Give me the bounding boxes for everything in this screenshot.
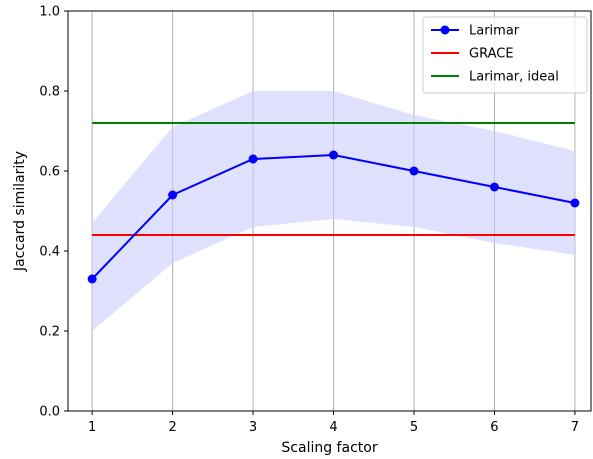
legend: Larimar GRACE Larimar, ideal bbox=[422, 16, 588, 94]
legend-box bbox=[422, 16, 588, 94]
x-tick-label: 4 bbox=[329, 420, 337, 435]
y-tick-label: 0.8 bbox=[39, 85, 60, 100]
y-tick-label: 0.2 bbox=[39, 325, 60, 340]
x-axis-label: Scaling factor bbox=[281, 440, 377, 456]
legend-marker bbox=[440, 25, 450, 35]
x-axis-ticks: 1 2 3 4 5 6 7 bbox=[88, 411, 579, 435]
series-marker bbox=[489, 182, 499, 192]
y-axis-label: Jaccard similarity bbox=[12, 151, 28, 272]
series-marker bbox=[168, 190, 178, 200]
series-marker bbox=[409, 166, 419, 176]
confidence-band bbox=[92, 91, 575, 331]
x-tick-label: 1 bbox=[88, 420, 96, 435]
series-marker bbox=[248, 154, 258, 164]
series-marker bbox=[87, 274, 97, 284]
y-tick-label: 0.6 bbox=[39, 165, 60, 180]
reference-lines bbox=[92, 122, 575, 236]
series-markers bbox=[87, 150, 580, 284]
y-tick-label: 0.4 bbox=[39, 245, 60, 260]
x-tick-label: 3 bbox=[249, 420, 257, 435]
y-tick-label: 0.0 bbox=[39, 405, 60, 420]
plot-frame bbox=[67, 10, 592, 412]
x-tick-label: 5 bbox=[410, 420, 418, 435]
y-axis-ticks: 0.0 0.2 0.4 0.6 0.8 1.0 bbox=[39, 5, 68, 420]
series-marker bbox=[329, 150, 339, 160]
legend-label: Larimar bbox=[469, 24, 520, 39]
y-tick-label: 1.0 bbox=[39, 5, 60, 20]
legend-label: GRACE bbox=[469, 47, 514, 62]
confidence-band-area bbox=[92, 91, 575, 331]
x-tick-label: 7 bbox=[571, 420, 579, 435]
legend-label: Larimar, ideal bbox=[469, 70, 559, 85]
x-tick-label: 2 bbox=[168, 420, 176, 435]
series-marker bbox=[570, 198, 580, 208]
x-tick-label: 6 bbox=[490, 420, 498, 435]
